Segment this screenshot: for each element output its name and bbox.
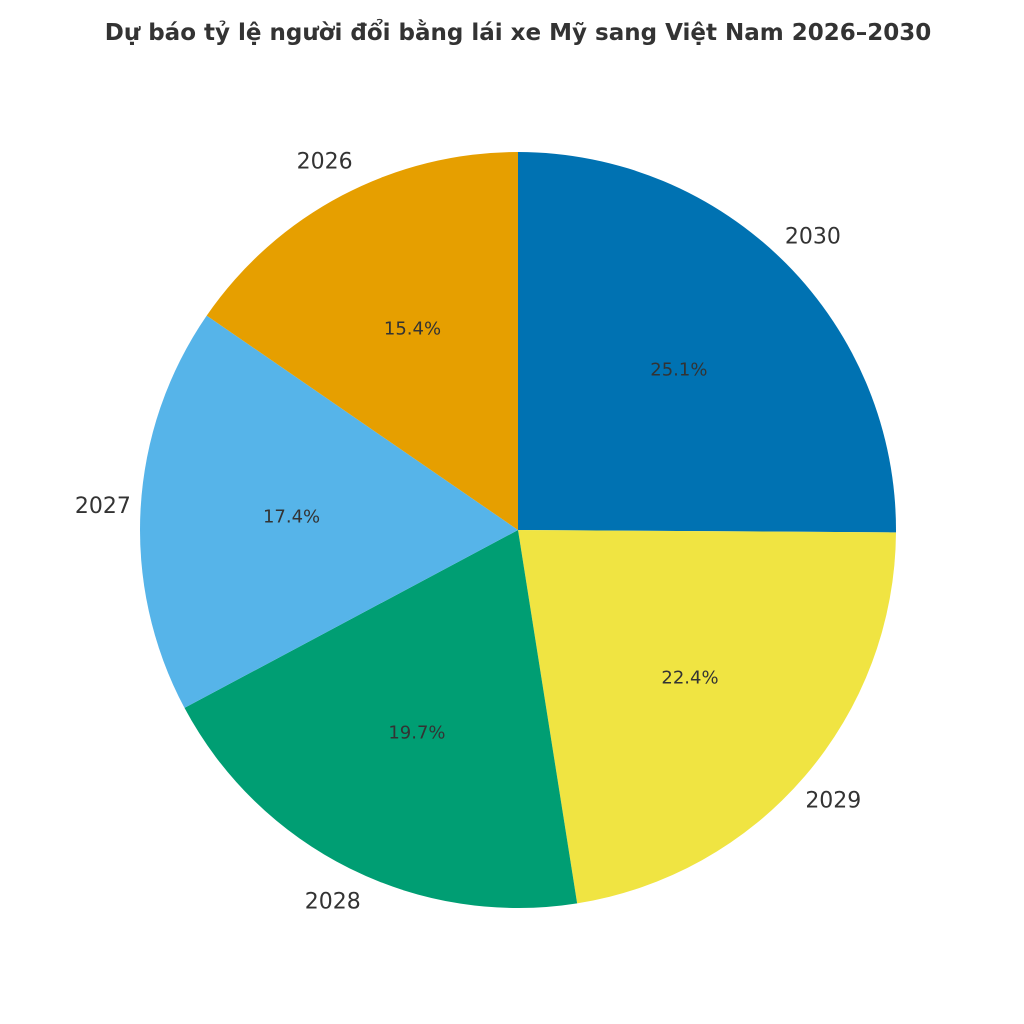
pie-slice-2030	[518, 152, 896, 533]
pct-label-2030: 25.1%	[650, 360, 707, 381]
category-label-2026: 2026	[297, 149, 353, 174]
pie-slice-2027	[139, 315, 518, 708]
pct-label-2027: 17.4%	[263, 507, 320, 528]
pct-label-2029: 22.4%	[661, 667, 718, 688]
pie-slice-2028	[184, 530, 578, 908]
pct-label-2028: 19.7%	[388, 723, 445, 744]
pct-label-2026: 15.4%	[384, 319, 441, 340]
category-label-2027: 2027	[75, 494, 131, 519]
category-label-2029: 2029	[805, 789, 861, 814]
pie-slice-2029	[518, 530, 896, 904]
chart-title: Dự báo tỷ lệ người đổi bằng lái xe Mỹ sa…	[104, 20, 932, 46]
category-label-2028: 2028	[305, 890, 361, 915]
pie-slice-2026	[206, 152, 518, 530]
category-label-2030: 2030	[785, 224, 841, 249]
pie-slices	[139, 152, 896, 908]
pie-labels: 25.1% 2030 22.4% 2029 19.7% 2028 17.4% 2027 15.4…	[75, 149, 861, 914]
